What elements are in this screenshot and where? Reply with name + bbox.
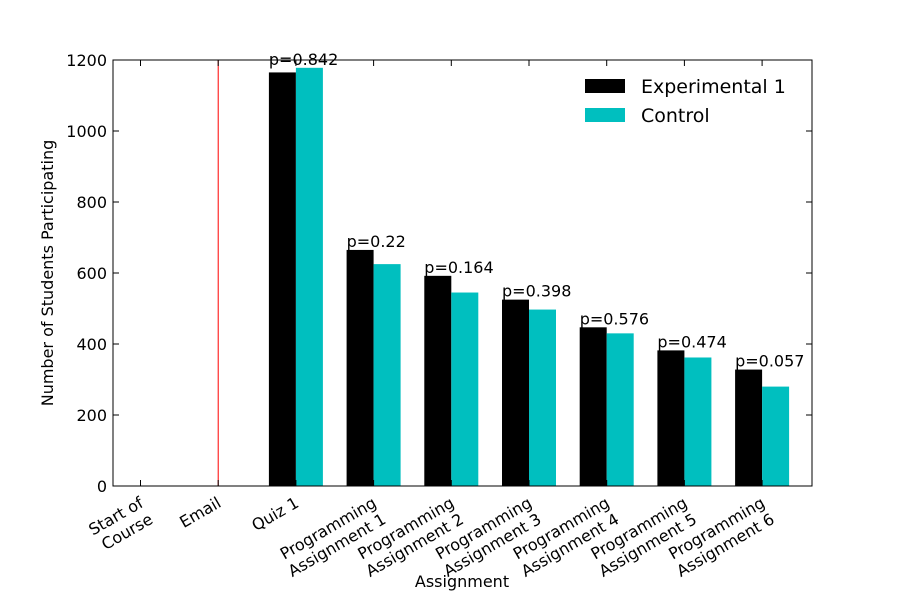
legend-swatch-0 <box>585 79 625 93</box>
y-tick-label: 600 <box>76 264 107 283</box>
legend-label-1: Control <box>641 105 710 127</box>
p-value-label-7: p=0.474 <box>657 332 726 351</box>
p-value-label-3: p=0.22 <box>347 232 406 251</box>
y-axis-ticks: 0 200 400 600 800 1000 1200 <box>66 51 812 496</box>
bar-control-7 <box>684 357 712 486</box>
bar-control-8 <box>762 386 790 486</box>
bar-experimental-5 <box>502 299 529 486</box>
bar-experimental-2 <box>268 72 296 487</box>
bar-experimental-6 <box>579 327 607 486</box>
bars-group <box>268 67 790 487</box>
p-value-label-6: p=0.576 <box>580 309 649 328</box>
bar-control-4 <box>451 292 479 486</box>
x-tick-label: Start ofCourse <box>85 493 156 556</box>
x-tick-label: Quiz 1 <box>248 493 302 535</box>
bar-control-2 <box>295 67 323 486</box>
p-value-label-2: p=0.842 <box>269 50 338 69</box>
annotations-group: p=0.842 p=0.22 p=0.164 p=0.398 p=0.576 p=0.47… <box>269 50 805 371</box>
bar-control-3 <box>373 264 401 486</box>
bar-experimental-8 <box>735 369 763 486</box>
y-tick-label: 1000 <box>66 122 107 141</box>
bar-control-6 <box>606 333 634 486</box>
p-value-label-8: p=0.057 <box>735 352 804 371</box>
legend: Experimental 1 Control <box>585 76 786 127</box>
bar-experimental-3 <box>346 249 374 486</box>
legend-swatch-1 <box>585 108 625 122</box>
y-tick-label: 200 <box>76 406 107 425</box>
bar-experimental-4 <box>424 275 452 486</box>
bar-experimental-7 <box>657 350 685 486</box>
x-axis-label: Assignment <box>415 572 509 591</box>
y-tick-label: 1200 <box>66 51 107 70</box>
y-tick-label: 400 <box>76 335 107 354</box>
bar-control-5 <box>529 309 556 486</box>
y-tick-label: 0 <box>97 477 107 496</box>
y-tick-label: 800 <box>76 193 107 212</box>
p-value-label-5: p=0.398 <box>502 282 571 301</box>
p-value-label-4: p=0.164 <box>424 258 493 277</box>
x-tick-label: Email <box>176 493 224 532</box>
legend-label-0: Experimental 1 <box>641 76 786 98</box>
y-axis-label: Number of Students Participating <box>38 140 57 407</box>
